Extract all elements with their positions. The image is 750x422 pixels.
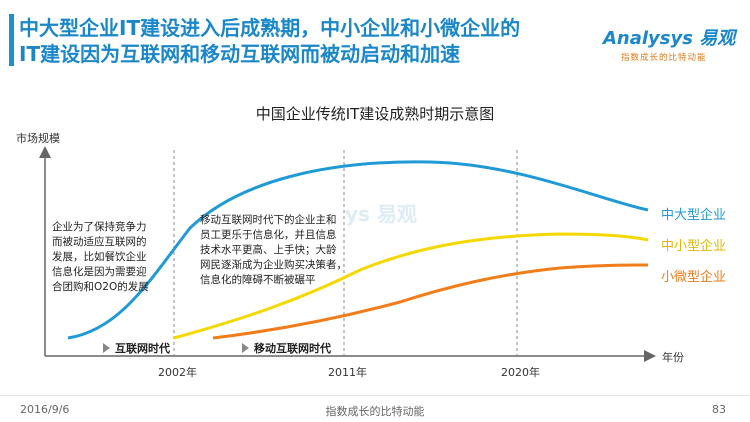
note-line: 发展，比如餐饮企业 bbox=[52, 251, 147, 263]
note-line: 合团购和O2O的发展 bbox=[52, 281, 149, 293]
note-line: 技术水平更高、上手快；大龄 bbox=[200, 244, 337, 256]
note-internet-era: 企业为了保持竞争力 而被动适应互联网的 发展，比如餐饮企业 信息化是因为需要迎 … bbox=[52, 220, 172, 295]
note-line: 信息化的障碍不断被碾平 bbox=[200, 274, 316, 286]
brand-tagline: 指数成长的比特动能 bbox=[621, 53, 707, 63]
series-label-large: 中大型企业 bbox=[661, 208, 727, 223]
era-mobile-text: 移动互联网时代 bbox=[254, 342, 331, 355]
series-line-large bbox=[67, 160, 649, 340]
note-line: 移动互联网时代下的企业主和 bbox=[200, 214, 337, 226]
page-number: 83 bbox=[712, 403, 726, 416]
triangle-right-icon bbox=[242, 343, 249, 353]
title-accent-bar bbox=[9, 14, 14, 66]
y-axis-label: 市场规模 bbox=[16, 132, 60, 145]
page-title-line-1: 中大型企业IT建设进入后成熟期，中小企业和小微企业的 bbox=[19, 16, 521, 40]
note-line: 网民逐渐成为企业购买决策者， bbox=[200, 259, 347, 271]
brand-name: Analysys 易观 bbox=[603, 28, 736, 49]
x-axis-label: 年份 bbox=[662, 351, 684, 364]
chart-title: 中国企业传统IT建设成熟时期示意图 bbox=[255, 105, 495, 123]
watermark: ys 易观 bbox=[345, 202, 417, 226]
page-title-line-2: IT建设因为互联网和移动互联网而被动启动和加速 bbox=[19, 42, 461, 66]
note-line: 企业为了保持竞争力 bbox=[52, 221, 147, 233]
era-internet-text: 互联网时代 bbox=[115, 342, 170, 355]
footer-date: 2016/9/6 bbox=[20, 403, 70, 416]
footer-tagline: 指数成长的比特动能 bbox=[325, 405, 425, 418]
series-line-small bbox=[212, 263, 649, 340]
x-tick-2011: 2011年 bbox=[328, 366, 367, 379]
era-label-internet: 互联网时代 bbox=[103, 340, 170, 356]
x-tick-2020: 2020年 bbox=[501, 366, 540, 379]
footer-divider bbox=[0, 395, 750, 396]
note-line: 而被动适应互联网的 bbox=[52, 236, 147, 248]
series-label-medium: 中小型企业 bbox=[661, 239, 727, 254]
note-mobile-era: 移动互联网时代下的企业主和 员工更乐于信息化，并且信息 技术水平更高、上手快；大… bbox=[200, 213, 360, 288]
era-label-mobile: 移动互联网时代 bbox=[242, 340, 331, 356]
series-label-small: 小微型企业 bbox=[661, 270, 727, 285]
x-tick-2002: 2002年 bbox=[158, 366, 197, 379]
note-line: 信息化是因为需要迎 bbox=[52, 266, 147, 278]
note-line: 员工更乐于信息化，并且信息 bbox=[200, 229, 337, 241]
series-line-medium bbox=[173, 232, 649, 340]
brand-logo: Analysys 易观 指数成长的比特动能 bbox=[603, 24, 743, 70]
triangle-right-icon bbox=[103, 343, 110, 353]
